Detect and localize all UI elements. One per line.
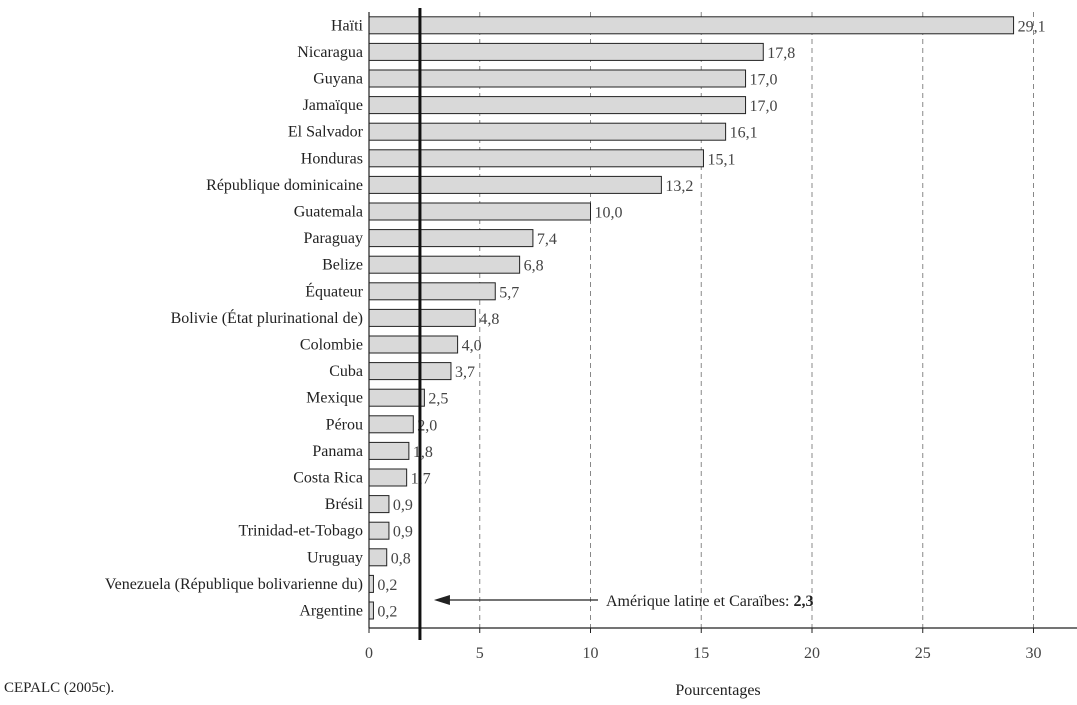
category-label: Costa Rica [293, 470, 363, 487]
category-label: Jamaïque [303, 97, 363, 114]
category-label: Uruguay [307, 549, 363, 566]
value-label: 0,8 [391, 550, 411, 567]
bar [368, 415, 414, 434]
category-label: Mexique [306, 390, 363, 407]
category-label: Venezuela (République bolivarienne du) [105, 576, 363, 593]
category-label: Cuba [329, 363, 363, 380]
value-label: 16,1 [730, 125, 758, 142]
bar [368, 282, 496, 301]
bar [368, 122, 727, 141]
value-label: 0,2 [377, 604, 397, 621]
category-label: Pérou [326, 416, 363, 433]
bar [368, 255, 521, 274]
value-label: 15,1 [707, 151, 735, 168]
bar [368, 495, 390, 514]
category-label: Haïti [331, 17, 364, 34]
category-label: Brésil [325, 496, 364, 513]
value-label: 3,7 [455, 364, 475, 381]
category-label: Paraguay [303, 230, 363, 247]
value-label: 6,8 [524, 258, 544, 275]
value-label: 0,2 [377, 577, 397, 594]
bar [368, 601, 374, 620]
bar [368, 574, 374, 593]
bar [368, 16, 1015, 35]
bars-layer [368, 16, 1015, 620]
category-label: Panama [312, 443, 363, 460]
value-label: 4,0 [462, 338, 482, 355]
bar [368, 441, 410, 460]
bar [368, 468, 408, 487]
grid-layer [479, 12, 1034, 628]
value-label: 13,2 [665, 178, 693, 195]
category-label: Belize [322, 257, 363, 274]
category-label: République dominicaine [206, 177, 363, 194]
axis-layer: 0 5 10 15 20 25 30 [365, 12, 1077, 662]
x-tick-label: 5 [476, 645, 484, 662]
category-label: El Salvador [288, 124, 364, 141]
category-label: Guatemala [294, 204, 363, 221]
value-label: 17,8 [767, 45, 795, 62]
x-tick-label: 10 [583, 645, 599, 662]
labels-layer: Haïti 29,1 Nicaragua 17,8 Guyana 17,0 Jamaïque… [105, 17, 1046, 620]
value-label: 2,0 [417, 417, 437, 434]
reference-layer: Amérique latine et Caraïbes: 2,3 [418, 8, 813, 640]
reference-label: Amérique latine et Caraïbes: 2,3 [606, 593, 813, 610]
value-label: 10,0 [595, 205, 623, 222]
category-label: Nicaragua [297, 44, 363, 61]
value-label: 17,0 [750, 72, 778, 89]
value-label: 7,4 [537, 231, 557, 248]
bar [368, 308, 476, 327]
x-tick-label: 20 [804, 645, 820, 662]
source-note: CEPALC (2005c). [4, 680, 114, 696]
category-label: Bolivie (État plurinational de) [171, 308, 363, 327]
x-tick-label: 30 [1026, 645, 1042, 662]
bar [368, 69, 747, 88]
x-axis-title: Pourcentages [675, 682, 760, 699]
reference-value: 2,3 [793, 593, 813, 610]
category-label: Honduras [301, 150, 363, 167]
bar [368, 42, 764, 61]
bar [368, 548, 388, 567]
value-label: 5,7 [499, 284, 519, 301]
reference-arrow-head [433, 595, 450, 605]
bar [368, 521, 390, 540]
value-label: 0,9 [393, 497, 413, 514]
bar [368, 362, 452, 381]
bar [368, 96, 747, 115]
category-label: Guyana [313, 71, 363, 88]
x-tick-label: 0 [365, 645, 373, 662]
category-label: Équateur [305, 281, 363, 300]
value-label: 4,8 [479, 311, 499, 328]
bar [368, 229, 534, 248]
value-label: 2,5 [428, 391, 448, 408]
value-label: 1,8 [413, 444, 433, 461]
bar [368, 335, 459, 354]
category-label: Argentine [299, 603, 363, 620]
x-tick-label: 25 [915, 645, 931, 662]
x-tick-label: 15 [693, 645, 709, 662]
value-label: 17,0 [750, 98, 778, 115]
bar [368, 175, 662, 194]
category-label: Trinidad-et-Tobago [239, 523, 364, 540]
value-label: 29,1 [1018, 18, 1046, 35]
category-label: Colombie [300, 337, 363, 354]
value-label: 0,9 [393, 524, 413, 541]
bar [368, 388, 425, 407]
bar [368, 202, 591, 221]
